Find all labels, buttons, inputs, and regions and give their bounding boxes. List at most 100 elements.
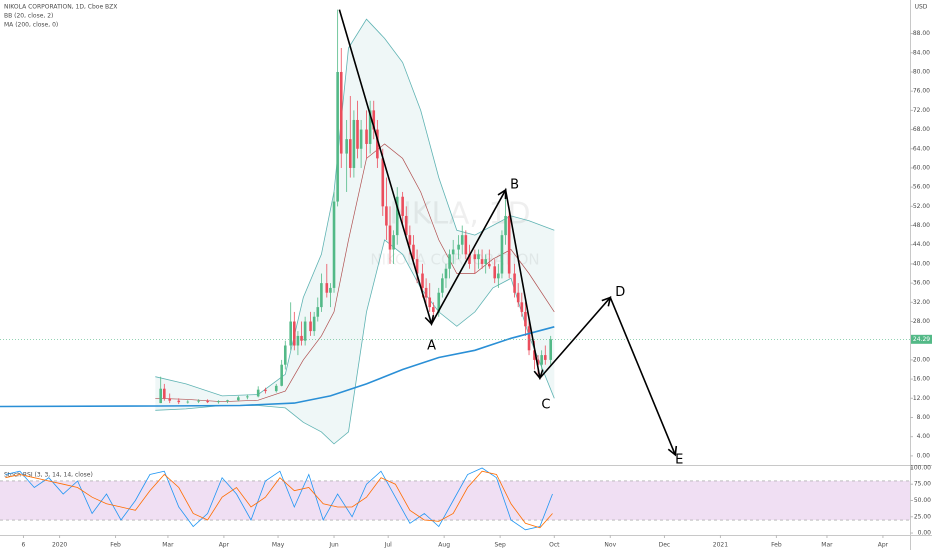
x-tick-label: Jul (384, 542, 393, 549)
candle-body (303, 321, 307, 341)
wave-arrowhead (497, 188, 507, 200)
candle-body (168, 398, 172, 401)
candle-body (493, 266, 497, 279)
y-tick-label: 84.00 (913, 49, 930, 56)
y-tick-label: 28.00 (913, 318, 930, 325)
candle-body (226, 400, 229, 402)
y-tick-label: 32.00 (913, 299, 930, 306)
candle-body (404, 215, 408, 236)
wave-label: A (427, 338, 436, 353)
y-tick-label: 12.00 (913, 395, 930, 402)
currency: USD (915, 4, 928, 11)
y-tick-label: 64.00 (913, 145, 930, 152)
candle-body (309, 321, 312, 332)
wave-line (338, 9, 677, 456)
candle-body (441, 278, 444, 293)
stoch-line (5, 467, 553, 531)
y-tick-label: 48.00 (913, 222, 930, 229)
candle-body (415, 259, 419, 274)
candle-body (312, 316, 316, 332)
candle-body (339, 71, 343, 154)
candle-body (516, 292, 520, 303)
candle-body (325, 283, 329, 293)
candle-body (457, 244, 460, 250)
x-tick-label: May (272, 542, 285, 549)
candle-body (408, 235, 412, 245)
candle-body (332, 201, 336, 288)
y-tick-label: 36.00 (913, 280, 930, 287)
candle-body (177, 400, 181, 403)
y-tick-label: 68.00 (913, 126, 930, 133)
bb-fill (155, 19, 555, 444)
candle-body (256, 389, 260, 397)
y-tick-label: 60.00 (913, 164, 930, 171)
y-tick-label: 76.00 (913, 88, 930, 95)
candle-body (388, 225, 392, 250)
x-tick-label: Jun (328, 542, 339, 549)
candle-body (484, 259, 487, 264)
last-price-box (911, 334, 932, 344)
last-price-label: 24.29 (913, 336, 930, 343)
x-tick-label: 6 (22, 542, 26, 549)
x-tick-label: Oct (549, 542, 560, 549)
wave-arrowhead (601, 296, 612, 307)
candle-body (451, 249, 455, 255)
stoch-line (5, 470, 553, 529)
stoch-band (0, 480, 910, 521)
x-tick-label: Aug (438, 542, 450, 549)
wave-arrowhead (667, 445, 678, 457)
wave-label: C (541, 398, 550, 413)
x-tick-label: Apr (878, 542, 889, 549)
y-tick-label: 80.00 (913, 68, 930, 75)
y-tick-label: 72.00 (913, 107, 930, 114)
candle-body (163, 388, 166, 399)
candle-body (289, 321, 292, 346)
candle-body (237, 397, 240, 401)
candle-body (437, 292, 441, 312)
candle-body (197, 400, 200, 402)
stoch-y-tick-label: 0.00 (918, 530, 932, 537)
candle-body (359, 129, 363, 149)
stoch-y-tick-label: 75.00 (914, 481, 931, 488)
y-tick-label: 56.00 (913, 184, 930, 191)
candle-body (365, 129, 368, 144)
bb-lower (155, 239, 555, 445)
candle-body (395, 196, 399, 236)
candle-body (345, 139, 348, 154)
candle-body (488, 263, 491, 267)
candle-body (320, 283, 323, 308)
y-tick-label: 0.00 (917, 452, 931, 459)
y-tick-label: 16.00 (913, 376, 930, 383)
candle-body (385, 206, 388, 226)
candle-body (504, 215, 507, 236)
x-tick-label: 2020 (52, 542, 67, 549)
candle-body (246, 396, 249, 398)
candle-body (424, 287, 428, 298)
bb-upper (155, 18, 555, 397)
candle-body (274, 385, 278, 392)
y-tick-label: 8.00 (917, 414, 931, 421)
candle-body (513, 273, 516, 293)
candle-body (500, 235, 504, 274)
candle-body (293, 321, 296, 346)
candle-body (412, 244, 415, 260)
y-tick-label: 88.00 (913, 30, 930, 37)
y-tick-label: 4.00 (917, 433, 931, 440)
candle-body (549, 339, 552, 360)
candle-body (392, 235, 395, 250)
candle-body (460, 235, 464, 245)
candle-body (428, 297, 432, 308)
candle-body (507, 215, 511, 274)
bb-legend: BB (20, close, 2) (4, 13, 53, 20)
x-tick-label: Feb (771, 542, 782, 549)
candle-body (421, 273, 424, 288)
candle-body (464, 235, 468, 255)
candle-body (533, 350, 536, 360)
stoch-legend: Stoch RSI (3, 3, 14, 14, close) (4, 472, 93, 479)
candle-body (264, 389, 267, 392)
candle-body (372, 110, 376, 130)
candle-body (217, 401, 220, 403)
y-tick-label: 20.00 (913, 356, 930, 363)
